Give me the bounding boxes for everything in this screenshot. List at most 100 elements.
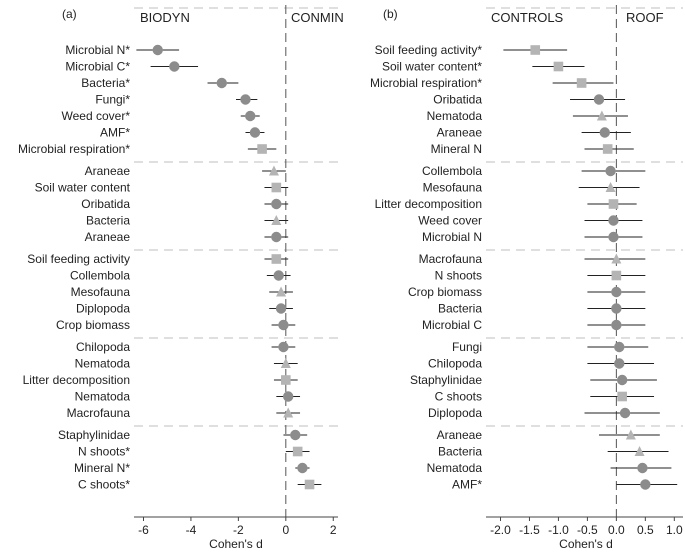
panel-a-estimate-circle xyxy=(169,61,180,72)
panel-a-row-label: Chilopoda xyxy=(76,340,130,354)
panel-a-estimate-circle xyxy=(152,44,163,56)
panel-a-estimate-triangle xyxy=(280,358,291,368)
panel-b-estimate-square xyxy=(530,45,541,55)
panel-a-row-label: Mineral N* xyxy=(74,461,130,475)
panel-b-row-label: Nematoda xyxy=(427,109,483,123)
panel-b-left-group: CONTROLS xyxy=(491,10,564,25)
panel-a-row-label: Staphylinidae xyxy=(58,428,130,442)
panel-a-estimate-square xyxy=(281,375,291,385)
panel-b-row-label: Microbial C xyxy=(422,318,482,332)
panel-b-x-tick-label: 1.0 xyxy=(666,523,683,537)
panel-a-label: (a) xyxy=(62,7,77,21)
panel-b-row-label: Litter decomposition xyxy=(375,197,482,211)
panel-b-estimate-square xyxy=(602,144,613,154)
panel-a-row-label: Diplopoda xyxy=(76,302,130,316)
panel-a-estimate-circle xyxy=(249,127,261,138)
panel-b-row-label: Chilopoda xyxy=(428,357,482,371)
panel-b-row-label: Nematoda xyxy=(427,461,483,475)
panel-a-row-label: Weed cover* xyxy=(62,109,131,123)
panel-a-row-label: Soil water content xyxy=(35,181,131,195)
panel-b-row-label: Oribatida xyxy=(433,93,482,107)
panel-b-row-label: Microbial N xyxy=(422,230,482,244)
panel-b-row-label: Microbial respiration* xyxy=(370,76,482,90)
panel-b-row-label: AMF* xyxy=(452,478,482,492)
panel-a-x-tick-label: -6 xyxy=(138,523,149,537)
panel-b-estimate-circle xyxy=(614,341,625,353)
panel-b-row-label: Mineral N xyxy=(431,142,482,156)
panel-a-estimate-triangle xyxy=(268,165,279,176)
panel-a-row-label: Collembola xyxy=(70,269,130,283)
panel-a-right-group: CONMIN xyxy=(291,10,344,25)
panel-b-row-label: Collembola xyxy=(422,164,482,178)
panel-b-right-group: ROOF xyxy=(626,10,664,25)
panel-a-estimate-triangle xyxy=(276,286,287,297)
panel-a-estimate-circle xyxy=(278,319,289,331)
panel-a-row-label: Fungi* xyxy=(95,93,130,107)
panel-b-estimate-square xyxy=(611,270,622,281)
panel-b: (b) CONTROLS ROOF Cohen's d Soil feeding… xyxy=(370,5,683,551)
panel-a-row-label: Nematoda xyxy=(75,357,131,371)
panel-a-row-label: Oribatida xyxy=(81,197,130,211)
panel-b-estimate-circle xyxy=(608,215,619,226)
panel-a-row-label: Bacteria* xyxy=(81,76,130,90)
panel-b-row-label: Crop biomass xyxy=(408,285,482,299)
panel-b-estimate-circle xyxy=(616,374,628,386)
panel-a-estimate-circle xyxy=(271,231,282,243)
panel-a-row-label: Bacteria xyxy=(86,214,130,228)
panel-b-estimate-circle xyxy=(640,479,651,490)
panel-b-row-label: Mesofauna xyxy=(423,181,483,195)
panel-b-estimate-triangle xyxy=(625,429,636,440)
panel-a-estimate-circle xyxy=(273,270,284,281)
panel-a-row-label: Litter decomposition xyxy=(23,373,130,387)
panel-b-row-label: N shoots xyxy=(435,269,482,283)
panel-b-estimate-square xyxy=(553,61,564,72)
panel-b-estimate-triangle xyxy=(634,446,645,456)
panel-b-label: (b) xyxy=(383,7,398,21)
panel-b-row-label: C shoots xyxy=(435,390,482,404)
panel-a-estimate-square xyxy=(292,446,303,457)
panel-b-x-tick-label: 0.0 xyxy=(608,523,625,537)
panel-b-estimate-square xyxy=(617,391,627,402)
panel-a-x-tick-label: 2 xyxy=(330,523,337,537)
panel-a-estimate-circle xyxy=(275,303,287,314)
panel-a-estimate-circle xyxy=(216,77,227,89)
panel-a-estimate-square xyxy=(271,182,282,193)
panel-b-estimate-circle xyxy=(637,462,648,474)
panel-a-x-tick-label: -4 xyxy=(186,523,197,537)
panel-a-estimate-circle xyxy=(271,198,282,210)
panel-b-row-label: Soil water content* xyxy=(382,60,482,74)
panel-a-estimate-circle xyxy=(278,341,289,353)
panel-a-estimate-circle xyxy=(245,110,256,122)
panel-a: (a) BIODYN CONMIN Cohen's d Microbial N*… xyxy=(18,5,344,551)
panel-b-row-label: Weed cover xyxy=(418,214,482,228)
panel-a-row-label: Microbial C* xyxy=(65,60,130,74)
panel-b-estimate-triangle xyxy=(611,253,622,264)
panel-a-estimate-circle xyxy=(282,391,294,402)
panel-b-x-axis-title: Cohen's d xyxy=(559,537,613,551)
panel-a-row-label: Microbial N* xyxy=(65,43,130,57)
panel-b-estimate-circle xyxy=(608,231,619,243)
panel-a-estimate-triangle xyxy=(271,215,282,225)
panel-a-estimate-square xyxy=(304,479,315,490)
panel-b-estimate-triangle xyxy=(605,182,616,192)
panel-a-row-label: Araneae xyxy=(85,230,131,244)
panel-b-estimate-circle xyxy=(611,319,622,331)
panel-a-row-label: Microbial respiration* xyxy=(18,142,130,156)
panel-b-estimate-circle xyxy=(611,303,622,314)
panel-a-row-label: Macrofauna xyxy=(67,406,131,420)
panel-a-row-label: Soil feeding activity xyxy=(27,252,130,266)
panel-b-row-label: Bacteria xyxy=(438,445,482,459)
panel-b-estimate-circle xyxy=(614,358,625,369)
panel-b-x-tick-label: 0.5 xyxy=(637,523,654,537)
panel-a-estimate-circle xyxy=(290,429,301,441)
panel-a-row-label: N shoots* xyxy=(78,445,130,459)
panel-a-row-label: Crop biomass xyxy=(56,318,130,332)
panel-b-x-tick-label: -2.0 xyxy=(490,523,511,537)
panel-a-row-label: Araneae xyxy=(85,164,131,178)
panel-a-row-label: C shoots* xyxy=(78,478,130,492)
panel-a-row-label: Mesofauna xyxy=(71,285,131,299)
panel-a-x-tick-label: 0 xyxy=(282,523,289,537)
panel-a-estimate-circle xyxy=(240,94,251,105)
panel-b-estimate-circle xyxy=(605,165,616,177)
